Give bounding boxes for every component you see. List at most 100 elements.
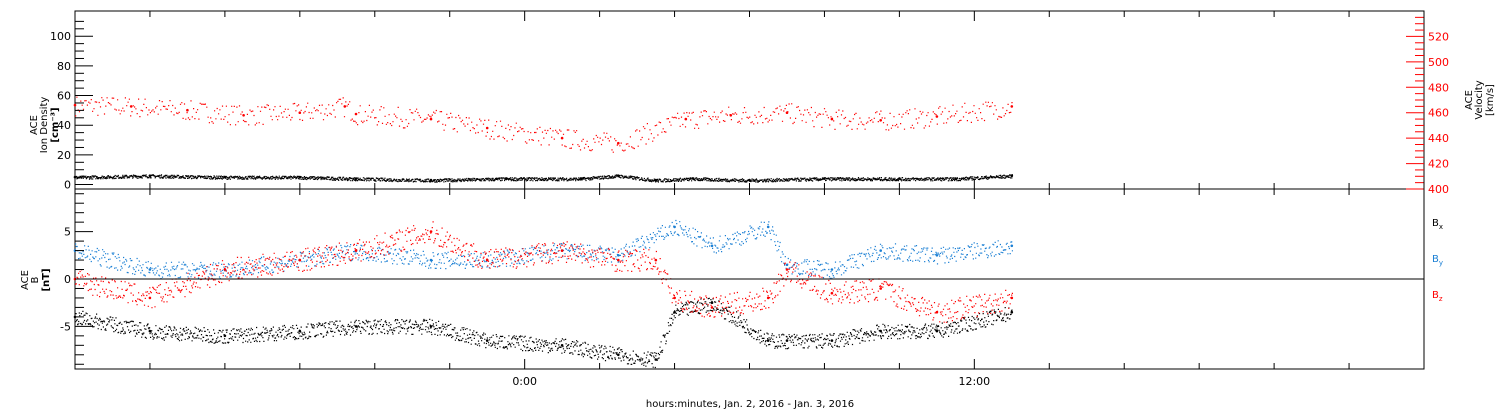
b-axis-title-line2: B bbox=[30, 276, 41, 283]
legend-by: By bbox=[1432, 254, 1443, 267]
density-tick-label: 60 bbox=[57, 90, 71, 103]
velocity-point bbox=[830, 117, 834, 121]
velocity-tick-label: 440 bbox=[1428, 132, 1449, 145]
density-point bbox=[1010, 174, 1014, 177]
velocity-point bbox=[354, 112, 358, 116]
axes-layer: 0 20 40 60 80 100 400 420 440 460 480 500 520 -5 0 5 0:0… bbox=[50, 11, 1449, 388]
velocity-point bbox=[298, 111, 302, 114]
bx-point bbox=[766, 339, 770, 342]
by-point bbox=[785, 263, 789, 267]
by-point bbox=[879, 249, 882, 252]
x-tick-label: 0:00 bbox=[512, 375, 537, 388]
velocity-tick-label: 500 bbox=[1428, 56, 1449, 69]
b-axis-title-line3: [nT] bbox=[41, 268, 52, 291]
density-point bbox=[429, 178, 433, 182]
by-point bbox=[617, 254, 620, 257]
by-point bbox=[935, 254, 939, 257]
bz-series bbox=[73, 221, 1014, 323]
bz-point bbox=[148, 296, 152, 300]
bx-point bbox=[148, 329, 152, 333]
velocity-point bbox=[429, 117, 433, 121]
velocity-tick-label: 520 bbox=[1428, 30, 1449, 43]
density-point bbox=[954, 177, 957, 180]
bz-point bbox=[617, 258, 620, 262]
bx-series bbox=[73, 297, 1014, 369]
density-tick-label: 0 bbox=[64, 179, 71, 192]
density-point bbox=[354, 177, 358, 180]
bz-point bbox=[354, 249, 358, 252]
legend-bz: Bz bbox=[1432, 290, 1443, 303]
bx-scatter-cloud bbox=[75, 297, 1013, 369]
by-scatter-cloud bbox=[75, 219, 1013, 280]
velocity-point bbox=[73, 103, 77, 107]
density-point bbox=[823, 177, 826, 180]
by-point bbox=[148, 268, 152, 271]
bx-point bbox=[485, 339, 489, 342]
velocity-scatter-cloud bbox=[75, 96, 1013, 153]
density-point bbox=[748, 178, 751, 182]
bx-point bbox=[223, 334, 227, 338]
density-point bbox=[148, 174, 152, 177]
by-point bbox=[673, 225, 676, 229]
bz-point bbox=[830, 291, 834, 295]
velocity-point bbox=[935, 115, 939, 118]
by-point bbox=[1010, 244, 1014, 248]
bx-point bbox=[879, 329, 882, 333]
bz-scatter-cloud bbox=[75, 221, 1013, 323]
density-scatter-cloud bbox=[75, 174, 1013, 183]
velocity-point bbox=[729, 114, 733, 117]
density-tick-label: 40 bbox=[57, 119, 71, 132]
by-point bbox=[710, 244, 714, 248]
by-series bbox=[73, 219, 1014, 280]
bx-point bbox=[354, 325, 358, 328]
density-axis-title-line1: ACE bbox=[29, 115, 40, 135]
density-point bbox=[223, 175, 227, 179]
x-tick-label: 12:00 bbox=[958, 375, 990, 388]
velocity-axis-title-line1: ACE bbox=[1464, 90, 1475, 110]
density-point bbox=[579, 177, 583, 180]
bx-point bbox=[617, 353, 620, 357]
velocity-point bbox=[785, 111, 789, 114]
velocity-tick-label: 460 bbox=[1428, 107, 1449, 120]
density-axis-title-line2: Ion Density bbox=[39, 97, 50, 154]
velocity-tick-label: 420 bbox=[1428, 158, 1449, 171]
velocity-point bbox=[617, 141, 620, 145]
density-point bbox=[617, 174, 620, 177]
b-axis-title-line1: ACE bbox=[20, 270, 31, 290]
bz-point bbox=[766, 296, 770, 300]
velocity-point bbox=[343, 105, 347, 108]
b-tick-label: -5 bbox=[60, 320, 71, 333]
velocity-axis-title-line2: Velocity bbox=[1474, 80, 1485, 119]
velocity-series bbox=[73, 96, 1014, 153]
velocity-point bbox=[684, 117, 688, 121]
velocity-point bbox=[485, 126, 489, 130]
bz-point bbox=[429, 230, 433, 233]
density-series bbox=[73, 174, 1014, 183]
density-point bbox=[504, 177, 508, 180]
velocity-tick-label: 400 bbox=[1428, 183, 1449, 196]
density-point bbox=[654, 178, 658, 182]
bx-point bbox=[935, 329, 939, 333]
bx-point bbox=[673, 310, 676, 314]
density-point bbox=[692, 177, 695, 180]
b-tick-label: 0 bbox=[64, 273, 71, 286]
bz-point bbox=[785, 268, 789, 271]
density-point bbox=[898, 177, 901, 180]
velocity-point bbox=[129, 105, 133, 108]
top-panel-frame bbox=[74, 10, 1425, 190]
velocity-point bbox=[879, 119, 882, 122]
bx-point bbox=[710, 301, 714, 305]
by-point bbox=[766, 225, 770, 229]
density-point bbox=[298, 175, 302, 179]
bz-point bbox=[223, 268, 227, 271]
velocity-axis-title-line3: [km/s] bbox=[1485, 84, 1496, 116]
bz-point bbox=[935, 310, 939, 314]
density-tick-label: 100 bbox=[50, 30, 71, 43]
density-tick-label: 80 bbox=[57, 60, 71, 73]
b-tick-label: 5 bbox=[64, 226, 71, 239]
top-panel-data bbox=[73, 96, 1014, 183]
bx-point bbox=[298, 329, 302, 333]
density-tick-label: 20 bbox=[57, 149, 71, 162]
density-axis-title-line3: [cm⁻³] bbox=[50, 107, 61, 142]
